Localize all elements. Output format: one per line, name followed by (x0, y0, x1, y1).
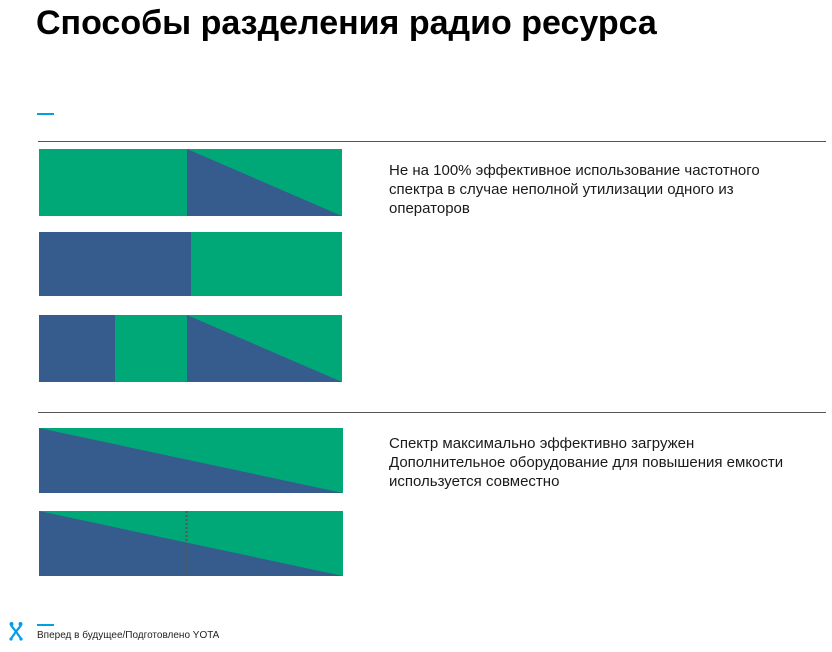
spectrum-diagram-3 (39, 315, 342, 382)
spectrum-blue-wedge (187, 149, 342, 216)
section-divider-2 (38, 412, 826, 413)
spectrum-diagram-2 (39, 232, 342, 296)
spectrum-diagram-5 (39, 511, 343, 576)
accent-dash-top (37, 113, 54, 115)
section-1-description: Не на 100% эффективное использование час… (389, 161, 809, 218)
spectrum-blue-block (39, 232, 191, 296)
spectrum-green-block (191, 232, 342, 296)
spectrum-diagram-1 (39, 149, 342, 216)
spectrum-diagram-4 (39, 428, 343, 493)
description-line: Спектр максимально эффективно загружен (389, 435, 695, 452)
accent-dash-bottom (37, 624, 54, 626)
page-title: Способы разделения радио ресурса (36, 4, 657, 42)
section-2-description: Спектр максимально эффективно загружен Д… (389, 434, 819, 491)
spectrum-blue-wedge (39, 428, 343, 493)
spectrum-blue-block (39, 315, 115, 382)
description-line: Дополнительное оборудование для повышени… (389, 454, 784, 490)
spectrum-blue-wedge (187, 315, 342, 382)
yota-logo-icon (9, 622, 23, 641)
section-divider-1 (38, 141, 826, 142)
footer-text: Вперед в будущее/Подготовлено YOTA (37, 630, 220, 641)
spectrum-blue-wedge (39, 511, 343, 576)
description-line: Не на 100% эффективное использование час… (389, 162, 760, 217)
